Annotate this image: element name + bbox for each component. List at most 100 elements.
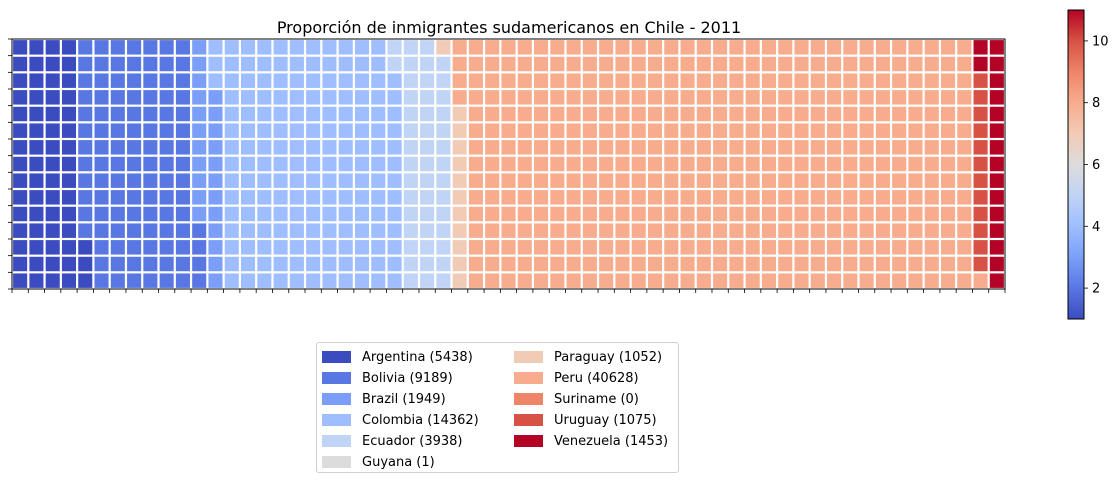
waffle-cell-argentina: [61, 90, 77, 105]
waffle-cell-peru: [452, 56, 467, 72]
waffle-cell-peru: [501, 240, 516, 255]
waffle-cell-argentina: [45, 173, 60, 188]
waffle-cell-peru: [534, 240, 549, 255]
waffle-cell-peru: [745, 190, 760, 205]
waffle-cell-peru: [875, 140, 890, 155]
waffle-cell-bolivia: [94, 56, 109, 72]
waffle-cell-peru: [680, 223, 695, 238]
waffle-cell-peru: [957, 90, 972, 105]
waffle-cell-peru: [794, 206, 809, 222]
waffle-cell-peru: [745, 156, 760, 172]
waffle-cell-bolivia: [110, 156, 125, 172]
waffle-cell-peru: [517, 223, 532, 238]
waffle-cell-peru: [794, 73, 809, 88]
waffle-cell-peru: [892, 173, 907, 188]
waffle-cell-peru: [924, 56, 939, 72]
legend-swatch: [514, 414, 543, 426]
waffle-cell-peru: [566, 190, 581, 205]
waffle-cell-ecuador: [403, 173, 418, 188]
waffle-cell-peru: [794, 240, 809, 255]
waffle-cell-bolivia: [159, 206, 174, 222]
waffle-cell-peru: [468, 73, 483, 88]
waffle-cell-argentina: [61, 273, 77, 288]
waffle-cell-uruguay: [973, 190, 988, 205]
waffle-cell-colombia: [338, 156, 353, 172]
waffle-cell-colombia: [224, 190, 239, 205]
waffle-cell-peru: [794, 106, 809, 122]
waffle-cell-colombia: [371, 106, 386, 122]
waffle-cell-peru: [778, 140, 793, 155]
waffle-cell-argentina: [13, 240, 28, 255]
waffle-cell-peru: [680, 206, 695, 222]
waffle-cell-peru: [582, 106, 597, 122]
waffle-cell-ecuador: [387, 56, 402, 72]
waffle-cell-peru: [761, 73, 776, 88]
waffle-cell-peru: [957, 123, 972, 138]
waffle-cell-peru: [794, 173, 809, 188]
waffle-cell-peru: [631, 273, 646, 288]
waffle-cell-peru: [485, 56, 500, 72]
waffle-cell-peru: [664, 206, 679, 222]
waffle-cell-peru: [534, 90, 549, 105]
waffle-cell-peru: [973, 273, 988, 288]
waffle-cell-peru: [892, 156, 907, 172]
waffle-cell-peru: [647, 223, 663, 238]
waffle-cell-peru: [696, 240, 711, 255]
waffle-cell-bolivia: [175, 190, 190, 205]
waffle-cell-colombia: [241, 123, 256, 138]
waffle-cell-peru: [696, 73, 711, 88]
waffle-cell-peru: [631, 106, 646, 122]
waffle-cell-peru: [875, 73, 890, 88]
waffle-cell-peru: [778, 190, 793, 205]
waffle-cell-peru: [859, 73, 874, 88]
waffle-cell-peru: [485, 173, 500, 188]
waffle-cell-peru: [517, 140, 532, 155]
waffle-cell-bolivia: [78, 156, 93, 172]
waffle-cell-peru: [468, 123, 483, 138]
waffle-cell-bolivia: [110, 273, 125, 288]
waffle-cell-argentina: [45, 90, 60, 105]
waffle-cell-ecuador: [436, 173, 451, 188]
waffle-cell-colombia: [224, 40, 239, 55]
waffle-cell-peru: [534, 106, 549, 122]
waffle-cell-bolivia: [110, 206, 125, 222]
waffle-cell-bolivia: [127, 106, 142, 122]
waffle-cell-paraguay: [452, 273, 467, 288]
waffle-cell-peru: [696, 90, 711, 105]
waffle-cell-peru: [631, 190, 646, 205]
waffle-cell-colombia: [208, 73, 223, 88]
waffle-cell-peru: [957, 190, 972, 205]
waffle-cell-bolivia: [143, 273, 158, 288]
waffle-cell-peru: [761, 90, 776, 105]
waffle-cell-peru: [843, 73, 858, 88]
waffle-cell-peru: [566, 273, 581, 288]
waffle-cell-peru: [664, 223, 679, 238]
waffle-cell-venezuela: [973, 56, 988, 72]
waffle-cell-argentina: [45, 140, 60, 155]
waffle-cell-peru: [534, 223, 549, 238]
waffle-cell-peru: [924, 173, 939, 188]
legend-swatch: [514, 393, 543, 405]
waffle-cell-brazil: [192, 40, 207, 55]
waffle-cell-argentina: [29, 156, 44, 172]
waffle-cell-peru: [696, 256, 711, 272]
waffle-cell-argentina: [13, 273, 28, 288]
waffle-cell-peru: [810, 90, 825, 105]
waffle-cell-peru: [729, 40, 744, 55]
waffle-cell-bolivia: [159, 223, 174, 238]
waffle-cell-colombia: [387, 240, 402, 255]
waffle-cell-peru: [550, 206, 565, 222]
waffle-cell-peru: [664, 140, 679, 155]
waffle-cell-venezuela: [973, 40, 988, 55]
waffle-cell-uruguay: [973, 140, 988, 155]
waffle-cells: [13, 40, 1004, 288]
waffle-cell-peru: [827, 256, 842, 272]
colorbar-gradient: [1067, 9, 1085, 320]
waffle-cell-peru: [778, 90, 793, 105]
waffle-cell-peru: [599, 73, 614, 88]
waffle-cell-argentina: [29, 73, 44, 88]
waffle-cell-peru: [908, 190, 923, 205]
waffle-cell-peru: [582, 190, 597, 205]
waffle-cell-colombia: [257, 240, 272, 255]
waffle-cell-colombia: [306, 56, 321, 72]
